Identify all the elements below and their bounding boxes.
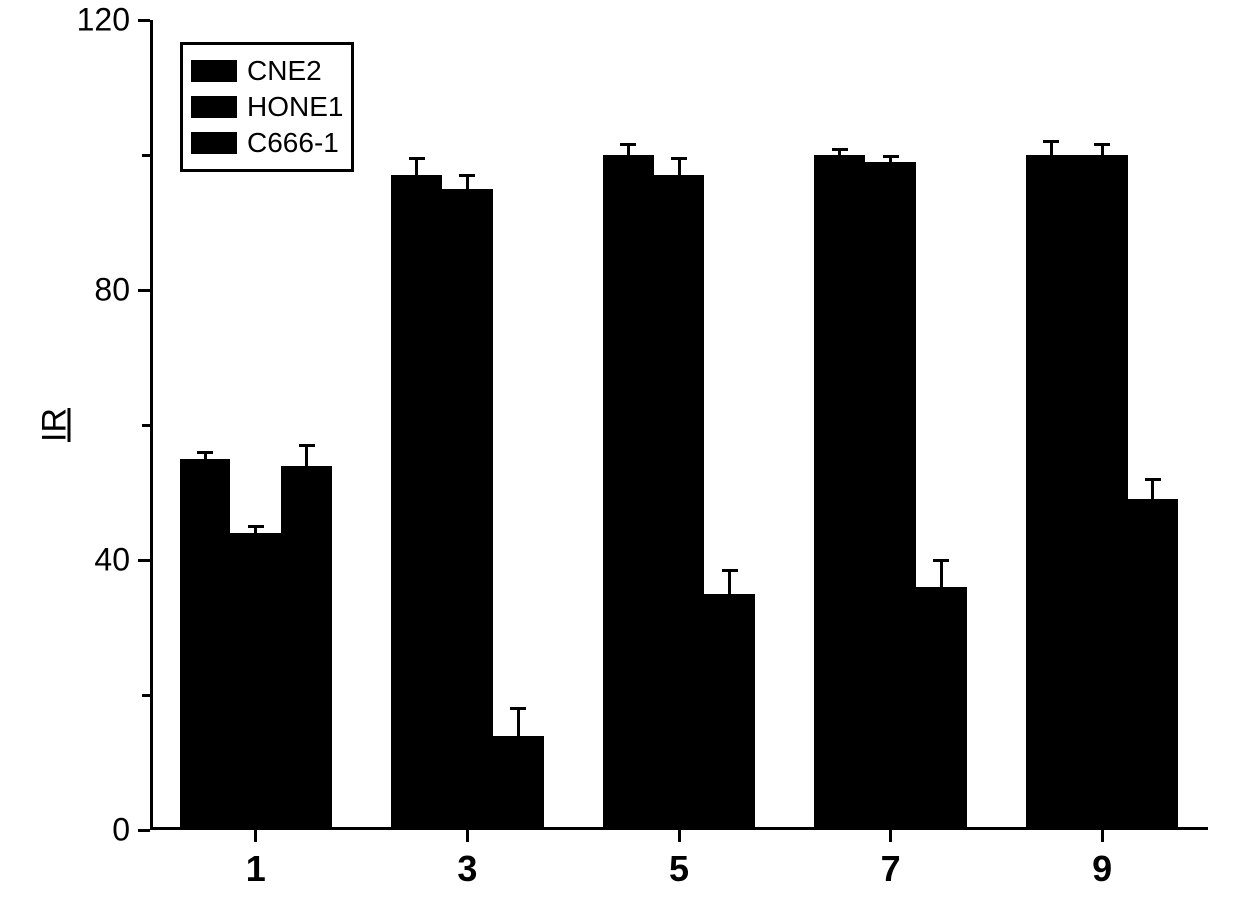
bar-3-CNE2 (391, 175, 442, 827)
error-cap (832, 148, 848, 151)
error-stem (305, 445, 308, 465)
error-stem (1101, 145, 1104, 155)
y-tick-label: 80 (50, 272, 130, 309)
x-tick-label: 1 (246, 848, 266, 890)
error-cap (299, 444, 315, 447)
bar-5-C666-1 (704, 594, 755, 827)
x-tick-label: 9 (1092, 848, 1112, 890)
x-tick-label: 7 (881, 848, 901, 890)
error-cap (409, 157, 425, 160)
error-cap (933, 559, 949, 562)
error-cap (671, 157, 687, 160)
legend-label: CNE2 (247, 55, 322, 87)
bar-5-CNE2 (603, 155, 654, 827)
bar-9-C666-1 (1128, 499, 1179, 827)
y-axis-line (150, 20, 153, 830)
bar-9-CNE2 (1026, 155, 1077, 827)
x-tick (889, 830, 892, 842)
y-minor-tick (142, 694, 150, 697)
error-cap (883, 155, 899, 158)
legend-label: C666-1 (247, 127, 339, 159)
error-cap (1145, 478, 1161, 481)
y-tick (138, 829, 150, 832)
bar-7-C666-1 (916, 587, 967, 827)
error-cap (620, 143, 636, 146)
legend-swatch (191, 96, 237, 118)
bar-chart: 0 40 80 120 IR 1 3 5 7 9 CNE2 HONE1 C666-1 (0, 0, 1238, 901)
error-cap (1043, 140, 1059, 143)
error-stem (728, 570, 731, 594)
bar-3-C666-1 (493, 736, 544, 828)
y-axis-title: IR (36, 408, 75, 442)
error-cap (510, 707, 526, 710)
legend-item-CNE2: CNE2 (191, 53, 343, 89)
bar-1-CNE2 (180, 459, 231, 827)
x-tick-label: 5 (669, 848, 689, 890)
y-tick (138, 559, 150, 562)
error-cap (722, 569, 738, 572)
y-minor-tick (142, 154, 150, 157)
plot-area: 04080120IR13579CNE2HONE1C666-1 (150, 20, 1208, 830)
bar-1-C666-1 (281, 466, 332, 828)
error-cap (459, 174, 475, 177)
error-cap (248, 525, 264, 528)
legend-swatch (191, 60, 237, 82)
x-tick (678, 830, 681, 842)
legend-swatch (191, 132, 237, 154)
error-stem (517, 709, 520, 736)
error-stem (415, 158, 418, 175)
error-cap (197, 451, 213, 454)
bar-7-HONE1 (865, 162, 916, 827)
y-tick-label: 120 (50, 2, 130, 39)
legend: CNE2 HONE1 C666-1 (180, 42, 354, 172)
x-tick (1101, 830, 1104, 842)
y-tick-label: 0 (50, 812, 130, 849)
y-minor-tick (142, 424, 150, 427)
error-stem (940, 560, 943, 587)
error-stem (678, 158, 681, 175)
y-tick (138, 289, 150, 292)
error-stem (1050, 142, 1053, 156)
error-stem (466, 175, 469, 189)
legend-item-HONE1: HONE1 (191, 89, 343, 125)
legend-item-C666-1: C666-1 (191, 125, 343, 161)
y-tick (138, 19, 150, 22)
bar-1-HONE1 (230, 533, 281, 827)
x-tick (466, 830, 469, 842)
error-cap (1094, 143, 1110, 146)
bar-9-HONE1 (1077, 155, 1128, 827)
x-tick-label: 3 (457, 848, 477, 890)
legend-label: HONE1 (247, 91, 343, 123)
x-tick (254, 830, 257, 842)
y-tick-label: 40 (50, 542, 130, 579)
bar-3-HONE1 (442, 189, 493, 827)
error-stem (627, 145, 630, 155)
bar-7-CNE2 (814, 155, 865, 827)
error-stem (1151, 479, 1154, 499)
bar-5-HONE1 (654, 175, 705, 827)
